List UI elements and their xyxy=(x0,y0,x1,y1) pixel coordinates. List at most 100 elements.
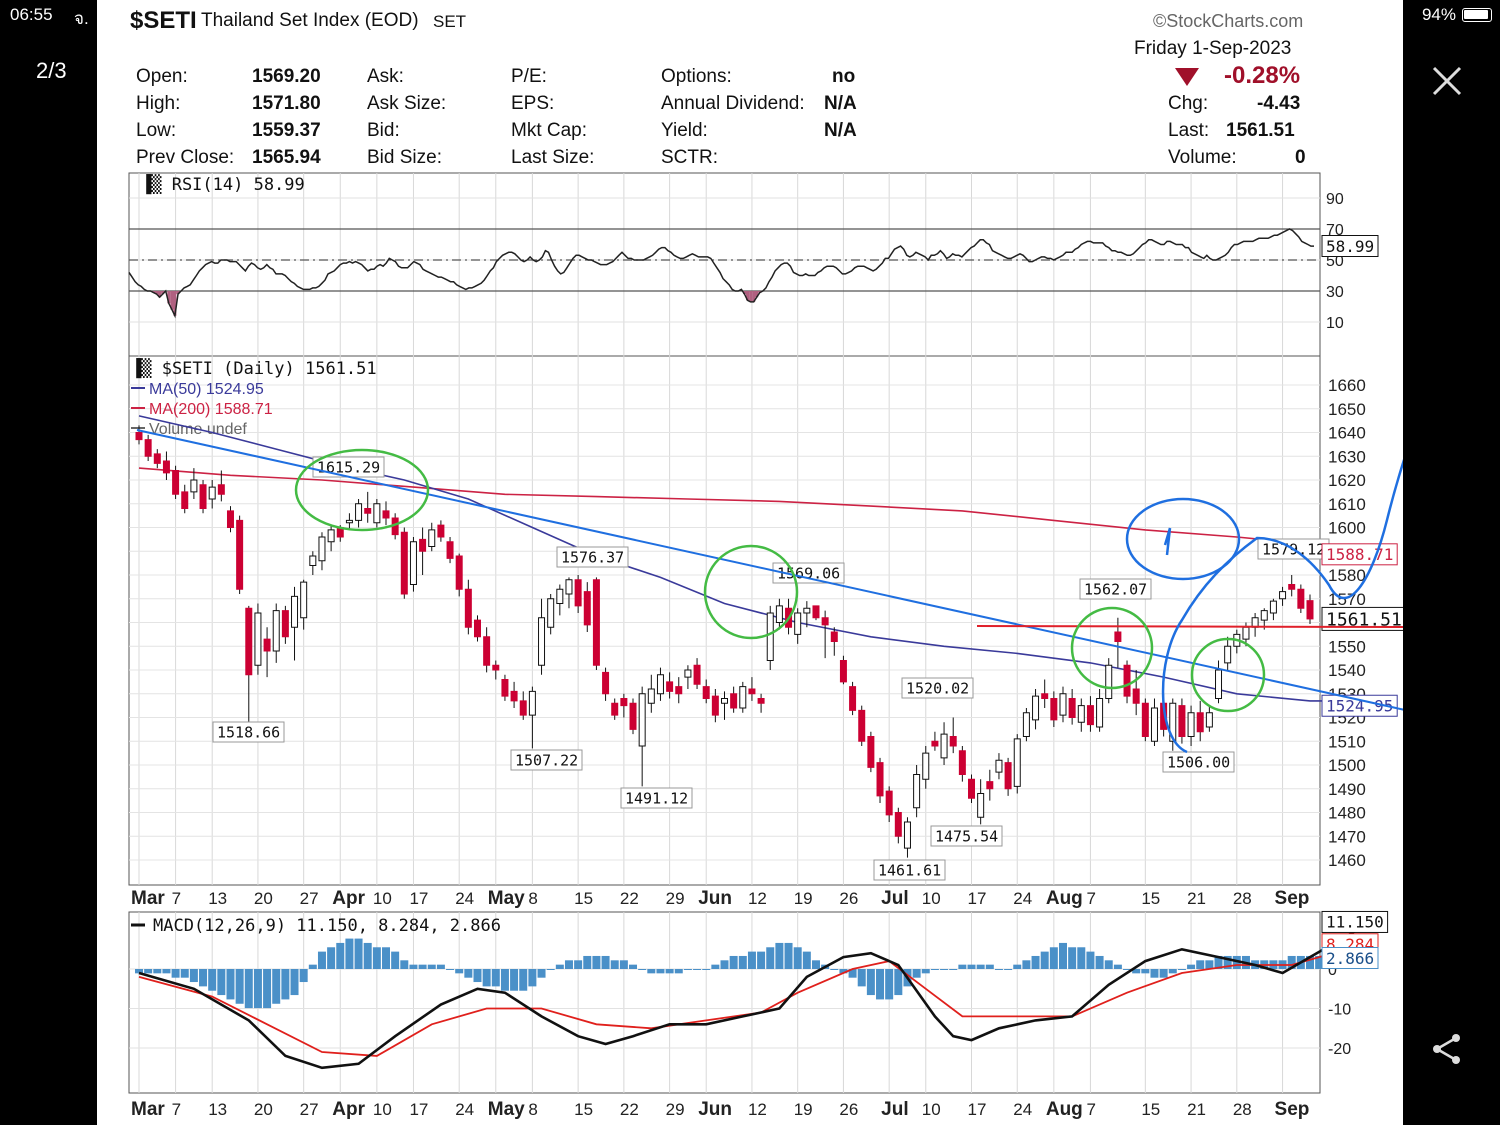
price-annotation-box xyxy=(212,721,285,743)
x-axis-label: Jul xyxy=(881,1099,908,1120)
quote-label: SCTR: xyxy=(661,147,718,168)
candle-body xyxy=(803,607,811,614)
x-axis-label: 13 xyxy=(208,1100,227,1119)
price-annotation: 1576.37 xyxy=(561,548,624,566)
x-axis-label: 21 xyxy=(1187,1100,1206,1119)
macd-histogram-bar xyxy=(263,969,272,1009)
dividend-value: N/A xyxy=(824,93,857,114)
x-axis-label: Jul xyxy=(881,888,908,909)
macd-histogram-bar xyxy=(574,960,583,969)
price-axis-label: 1640 xyxy=(1328,424,1366,443)
last-value: 1561.51 xyxy=(1226,120,1295,141)
macd-histogram-bar xyxy=(226,969,235,1000)
candle-body xyxy=(968,778,976,799)
candle-body xyxy=(602,671,610,695)
down-arrow-icon xyxy=(1175,68,1199,86)
candle-body xyxy=(1242,626,1250,640)
x-axis-label: 24 xyxy=(455,889,474,908)
candle-body xyxy=(638,693,646,747)
macd-histogram-bar xyxy=(391,951,400,969)
histogram-last-value-box xyxy=(1321,947,1379,969)
macd-histogram-bar xyxy=(354,938,363,969)
candle-body xyxy=(1086,705,1094,726)
candle-body xyxy=(986,781,994,790)
annotation-circle xyxy=(1125,497,1241,581)
x-axis-label: 15 xyxy=(574,889,593,908)
price-annotation: 1506.00 xyxy=(1167,753,1230,771)
macd-histogram-bar xyxy=(135,969,143,974)
price-annotation: 1520.02 xyxy=(906,679,969,697)
candle-body xyxy=(1224,645,1232,664)
quote-label: Ask Size: xyxy=(367,93,447,114)
x-axis-label: 15 xyxy=(574,1100,593,1119)
share-icon xyxy=(1433,1034,1460,1064)
macd-histogram-bar xyxy=(940,969,949,970)
candle-body xyxy=(473,619,481,638)
brand-watermark: ©StockCharts.com xyxy=(1153,11,1304,31)
quote-label: High: xyxy=(136,93,181,114)
highlight-circle xyxy=(1190,637,1266,713)
rsi-axis-label: 10 xyxy=(1326,315,1344,332)
macd-histogram-bar xyxy=(528,969,537,987)
price-axis-label: 1550 xyxy=(1328,637,1366,656)
candle-body xyxy=(757,698,765,704)
trendline xyxy=(136,429,1403,711)
macd-histogram-bar xyxy=(601,955,610,969)
candle-body xyxy=(172,470,180,495)
macd-histogram-bar xyxy=(144,969,153,974)
candle-body xyxy=(922,752,930,780)
candle-body xyxy=(437,524,445,538)
candle-body xyxy=(364,508,372,514)
candle-body xyxy=(1132,688,1140,704)
page-counter: 2/3 xyxy=(36,58,67,83)
macd-histogram-bar xyxy=(857,969,866,987)
quote-date: Friday 1-Sep-2023 xyxy=(1134,38,1292,59)
macd-histogram-bar xyxy=(876,969,885,1000)
ma50-value-label: 1524.95 xyxy=(1326,697,1393,716)
price-axis-label: 1540 xyxy=(1328,661,1366,680)
legend-entry: MA(50) 1524.95 xyxy=(149,381,264,398)
candle-body xyxy=(483,636,491,666)
macd-histogram-bar xyxy=(747,951,756,969)
price-annotation: 1475.54 xyxy=(935,827,998,845)
candle-body xyxy=(1077,705,1085,723)
candle-body xyxy=(190,479,198,493)
macd-histogram-bar xyxy=(253,969,262,1009)
close-button[interactable] xyxy=(1428,62,1466,100)
candle-body xyxy=(867,736,875,768)
x-axis-label: Jun xyxy=(698,1099,732,1120)
quote-label: Bid Size: xyxy=(367,147,442,168)
x-axis-label: 13 xyxy=(208,889,227,908)
price-annotation-box xyxy=(556,546,629,568)
macd-histogram-bar xyxy=(894,969,903,996)
macd-histogram-bar xyxy=(272,969,281,1004)
candle-body xyxy=(1260,610,1268,621)
price-annotation-box xyxy=(873,859,946,881)
macd-histogram-bar xyxy=(976,964,985,969)
low-value: 1559.37 xyxy=(252,120,321,141)
macd-histogram-bar xyxy=(336,942,345,969)
macd-histogram-bar xyxy=(400,960,409,969)
price-axis-label: 1580 xyxy=(1328,566,1366,585)
status-carrier: จ. xyxy=(74,9,89,28)
macd-histogram-bar xyxy=(372,947,381,969)
macd-histogram-bar xyxy=(244,969,253,1009)
candle-body xyxy=(812,605,820,619)
annotation-projection xyxy=(1161,459,1403,754)
x-axis-label: May xyxy=(488,888,525,909)
macd-histogram-bar xyxy=(555,964,564,969)
x-axis-label: 7 xyxy=(172,1100,181,1119)
candle-body xyxy=(858,709,866,742)
price-axis-label: 1470 xyxy=(1328,827,1366,846)
quote-label: Last Size: xyxy=(511,147,595,168)
candle-body xyxy=(1169,702,1177,742)
highlight-circle xyxy=(294,448,430,532)
volume-value: 0 xyxy=(1295,147,1306,168)
macd-histogram-bar xyxy=(1049,947,1058,969)
candle-body xyxy=(1297,588,1305,609)
macd-histogram-bar xyxy=(1196,960,1205,969)
macd-histogram-bar xyxy=(720,960,729,969)
candle-body xyxy=(162,460,170,474)
share-button[interactable] xyxy=(1428,1030,1466,1068)
candle-body xyxy=(556,588,564,604)
